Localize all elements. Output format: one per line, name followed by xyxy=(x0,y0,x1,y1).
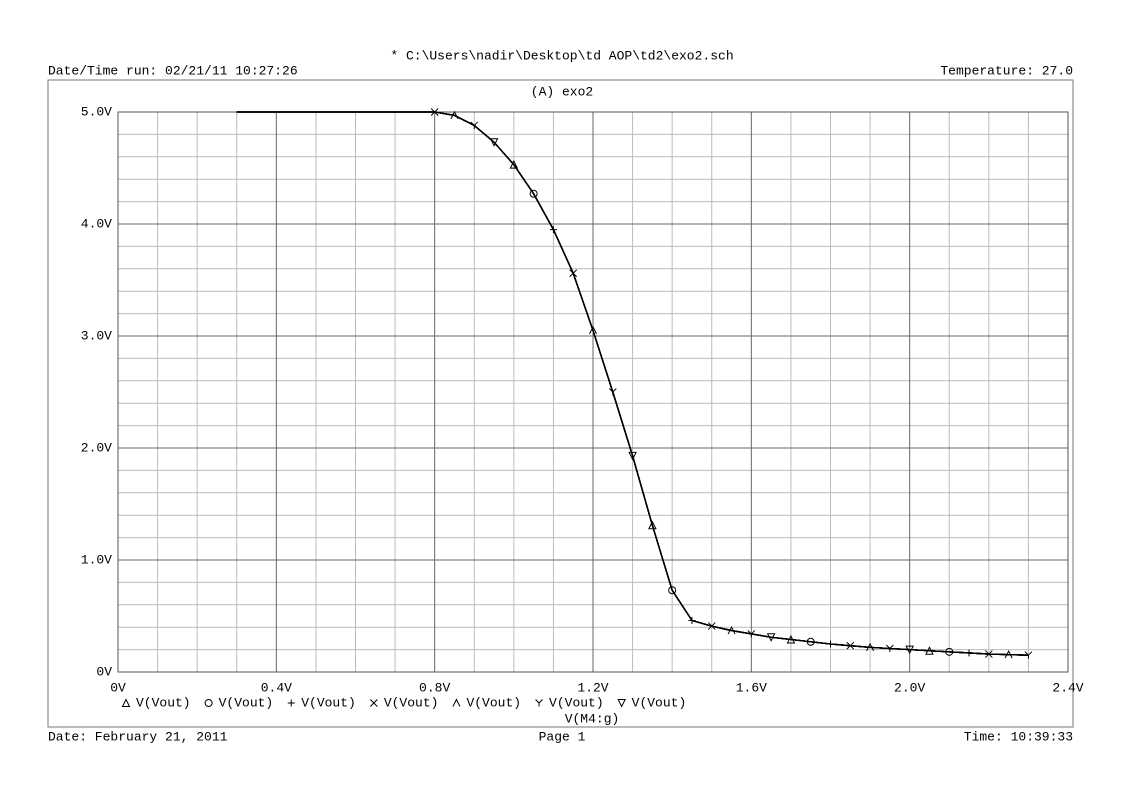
x-tick-label: 1.2V xyxy=(577,680,608,695)
marker xyxy=(905,645,914,655)
footer-page: Page 1 xyxy=(539,729,586,744)
marker xyxy=(589,325,597,335)
y-tick-label: 2.0V xyxy=(81,440,112,455)
x-tick-label: 2.4V xyxy=(1052,680,1083,695)
marker xyxy=(668,586,677,595)
marker xyxy=(727,625,736,635)
file-title: * C:\Users\nadir\Desktop\td AOP\td2\exo2… xyxy=(390,48,733,63)
footer-time: Time: 10:39:33 xyxy=(964,729,1073,744)
temperature: Temperature: 27.0 xyxy=(940,63,1073,78)
legend-label: V(Vout) xyxy=(632,695,687,710)
marker xyxy=(204,699,213,707)
legend-entry: V(Vout) xyxy=(121,695,191,710)
marker xyxy=(121,698,131,707)
y-tick-label: 5.0V xyxy=(81,104,112,119)
marker xyxy=(509,160,519,169)
legend-entry: V(Vout) xyxy=(452,695,521,710)
legend-entry: V(Vout) xyxy=(369,695,439,710)
y-tick-label: 4.0V xyxy=(81,216,112,231)
legend-entry: V(Vout) xyxy=(287,695,356,710)
legend-entry: V(Vout) xyxy=(535,695,604,710)
legend-entry: V(Vout) xyxy=(204,695,274,710)
marker xyxy=(766,633,776,642)
x-tick-label: 0.4V xyxy=(261,680,292,695)
marker xyxy=(452,698,461,707)
marker xyxy=(648,520,657,530)
marker xyxy=(535,699,543,707)
legend-label: V(Vout) xyxy=(466,695,521,710)
x-axis-label: V(M4:g) xyxy=(565,711,620,726)
plot-frame xyxy=(117,111,1069,673)
x-tick-label: 1.6V xyxy=(736,680,767,695)
run-time: Date/Time run: 02/21/11 10:27:26 xyxy=(48,63,298,78)
x-tick-label: 0V xyxy=(110,680,126,695)
legend-label: V(Vout) xyxy=(219,695,274,710)
y-tick-label: 3.0V xyxy=(81,328,112,343)
y-tick-label: 0V xyxy=(96,664,112,679)
legend-label: V(Vout) xyxy=(549,695,604,710)
marker xyxy=(866,642,875,652)
footer-date: Date: February 21, 2011 xyxy=(48,729,228,744)
marker xyxy=(287,699,295,707)
x-tick-label: 0.8V xyxy=(419,680,450,695)
x-tick-label: 2.0V xyxy=(894,680,925,695)
legend-entry: V(Vout) xyxy=(617,695,687,710)
marker xyxy=(628,451,637,461)
marker xyxy=(489,138,499,147)
y-tick-label: 1.0V xyxy=(81,552,112,567)
marker xyxy=(1024,651,1033,659)
marker xyxy=(369,699,378,707)
legend-label: V(Vout) xyxy=(301,695,356,710)
series-line xyxy=(236,111,1029,656)
marker xyxy=(617,699,626,708)
legend-label: V(Vout) xyxy=(384,695,439,710)
marker xyxy=(1004,650,1013,659)
chart-title: (A) exo2 xyxy=(531,84,593,99)
legend-label: V(Vout) xyxy=(136,695,191,710)
marker xyxy=(529,189,538,198)
page-frame xyxy=(47,79,1074,728)
